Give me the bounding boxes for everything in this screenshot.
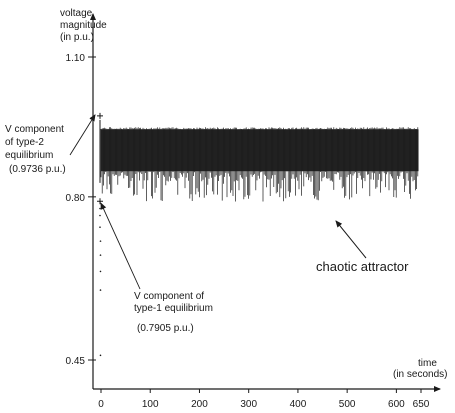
x-axis-label: (in seconds) (393, 369, 447, 380)
x-tick-label: 200 (191, 399, 208, 410)
series (97, 112, 419, 357)
annotation-type-1: (0.7905 p.u.) (137, 323, 194, 334)
annotations: V component of type-2 equilibrium (0.9736 p… (5, 114, 409, 334)
x-tick-label: 0 (98, 399, 104, 410)
x-tick-label: 500 (339, 399, 356, 410)
annotation-type-2: (0.9736 p.u.) (9, 164, 66, 175)
x-tick-label: 100 (142, 399, 159, 410)
type-2-equilibrium-marker (97, 112, 103, 119)
annotation-type-1: type-1 equilibrium (134, 303, 213, 314)
axes (90, 13, 441, 392)
annotation-arrow (100, 202, 141, 290)
trajectory-point (99, 207, 101, 210)
annotation-type-2: of type-2 (5, 137, 44, 148)
trajectory-point (99, 240, 102, 242)
attractor-oscillation (100, 127, 419, 202)
annotation-type-2: equilibrium (5, 150, 53, 161)
x-tick-label: 600 (388, 399, 405, 410)
y-axis-label: voltage (60, 8, 93, 19)
annotation-chaotic-attractor: chaotic attractor (316, 259, 409, 274)
x-tick-label: 650 (413, 399, 430, 410)
x-tick-label: 400 (290, 399, 307, 410)
y-axis-label: magnitude (60, 20, 107, 31)
trajectory-point (99, 354, 102, 357)
trajectory-point (99, 254, 102, 256)
y-tick-label: 0.45 (66, 356, 86, 367)
annotation-arrow (69, 114, 96, 156)
y-axis-label: (in p.u.) (60, 32, 94, 43)
x-tick-label: 300 (240, 399, 257, 410)
x-axis-label: time (418, 358, 437, 369)
trajectory-point (99, 270, 102, 273)
annotation-arrow (335, 220, 367, 259)
ticks: 0.45 0.80 1.10 0 100 200 300 400 500 600 650 (66, 53, 430, 410)
trajectory-point (99, 214, 101, 217)
annotation-type-1: V component of (134, 291, 204, 302)
y-tick-label: 1.10 (66, 53, 86, 64)
type-1-equilibrium-marker (97, 198, 103, 205)
y-tick-label: 0.80 (66, 193, 86, 204)
trajectory-point (99, 226, 101, 228)
annotation-type-2: V component (5, 124, 64, 135)
trajectory-point (99, 289, 102, 291)
